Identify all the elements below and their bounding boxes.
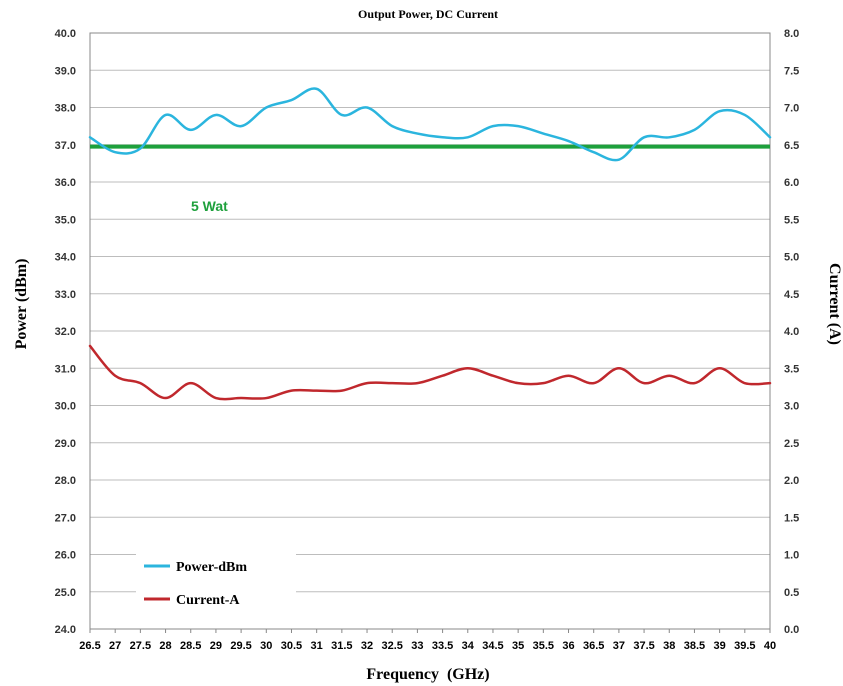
y-right-tick-label: 6.5 xyxy=(784,140,799,152)
x-tick-label: 38.5 xyxy=(684,640,705,652)
x-axis-ticks: 26.5 27 27.5 28 28.5 29 29.5 30 30.5 31 31.5 32 32.5… xyxy=(79,629,776,652)
y-left-tick-label: 25.0 xyxy=(55,587,76,599)
legend-background xyxy=(136,549,296,615)
x-tick-label: 32.5 xyxy=(382,640,403,652)
x-tick-label: 30 xyxy=(260,640,272,652)
left-axis-ticks: 24.0 25.0 26.0 27.0 28.0 29.0 30.0 31.0 32.0 33.0… xyxy=(55,28,76,636)
x-tick-label: 27.5 xyxy=(130,640,151,652)
y-right-tick-label: 3.5 xyxy=(784,363,799,375)
x-axis-label: Frequency (GHz) xyxy=(366,666,489,683)
y-left-tick-label: 39.0 xyxy=(55,65,76,77)
x-tick-label: 34 xyxy=(462,640,475,652)
x-tick-label: 33 xyxy=(411,640,423,652)
x-tick-label: 31.5 xyxy=(331,640,352,652)
y-left-tick-label: 26.0 xyxy=(55,550,76,562)
x-tick-label: 36.5 xyxy=(583,640,604,652)
grid xyxy=(90,32,770,630)
y-right-tick-label: 8.0 xyxy=(784,28,799,40)
series-group xyxy=(88,87,772,401)
x-tick-label: 31 xyxy=(311,640,323,652)
reference-line-group: 5 Wat xyxy=(90,144,770,218)
x-tick-label: 35.5 xyxy=(533,640,554,652)
x-tick-label: 36 xyxy=(562,640,574,652)
x-tick-label: 40 xyxy=(764,640,776,652)
x-tick-label: 34.5 xyxy=(482,640,503,652)
x-tick-label: 33.5 xyxy=(432,640,453,652)
y-right-tick-label: 5.5 xyxy=(784,214,799,226)
y-left-tick-label: 30.0 xyxy=(55,401,76,413)
y-left-tick-label: 36.0 xyxy=(55,177,76,189)
x-tick-label: 37.5 xyxy=(633,640,654,652)
reference-label-background xyxy=(178,193,250,218)
y-left-tick-label: 31.0 xyxy=(55,363,76,375)
x-tick-label: 28 xyxy=(159,640,171,652)
y-left-tick-label: 38.0 xyxy=(55,103,76,115)
y-left-tick-label: 40.0 xyxy=(55,28,76,40)
y-right-tick-label: 1.5 xyxy=(784,512,799,524)
x-tick-label: 30.5 xyxy=(281,640,302,652)
legend: Power-dBm Current-A xyxy=(136,549,296,615)
x-tick-label: 26.5 xyxy=(79,640,100,652)
right-axis-ticks: 0.0 0.5 1.0 1.5 2.0 2.5 3.0 3.5 4.0 4.5 5.0 5.5 6.0 6… xyxy=(784,28,799,636)
y-right-tick-label: 5.0 xyxy=(784,252,799,264)
reference-label: 5 Wat xyxy=(191,198,228,214)
x-tick-label: 39 xyxy=(714,640,726,652)
y-left-tick-label: 37.0 xyxy=(55,140,76,152)
y-right-tick-label: 6.0 xyxy=(784,177,799,189)
x-tick-label: 29.5 xyxy=(230,640,251,652)
x-tick-label: 32 xyxy=(361,640,373,652)
y-right-tick-label: 7.0 xyxy=(784,103,799,115)
y-right-tick-label: 2.0 xyxy=(784,475,799,487)
y-right-tick-label: 3.0 xyxy=(784,401,799,413)
y-left-tick-label: 29.0 xyxy=(55,438,76,450)
y-right-tick-label: 0.5 xyxy=(784,587,799,599)
y-right-tick-label: 1.0 xyxy=(784,550,799,562)
x-tick-label: 37 xyxy=(613,640,625,652)
x-tick-label: 29 xyxy=(210,640,222,652)
legend-label-current: Current-A xyxy=(176,593,240,608)
y-right-tick-label: 7.5 xyxy=(784,65,799,77)
y-right-tick-label: 0.0 xyxy=(784,624,799,636)
series-line-current xyxy=(88,344,772,401)
y-left-tick-label: 33.0 xyxy=(55,289,76,301)
plot-frame xyxy=(89,32,771,630)
y-right-tick-label: 4.0 xyxy=(784,326,799,338)
y-left-tick-label: 32.0 xyxy=(55,326,76,338)
y-left-tick-label: 27.0 xyxy=(55,512,76,524)
series-line-power xyxy=(88,87,772,162)
y-right-tick-label: 2.5 xyxy=(784,438,799,450)
y-left-tick-label: 24.0 xyxy=(55,624,76,636)
chart-title: Output Power, DC Current xyxy=(358,7,498,21)
x-tick-label: 39.5 xyxy=(734,640,755,652)
x-tick-label: 38 xyxy=(663,640,675,652)
y-left-tick-label: 34.0 xyxy=(55,252,76,264)
x-tick-label: 27 xyxy=(109,640,121,652)
y-axis-left-label: Power (dBm) xyxy=(13,259,30,350)
x-tick-label: 28.5 xyxy=(180,640,201,652)
y-left-tick-label: 28.0 xyxy=(55,475,76,487)
y-left-tick-label: 35.0 xyxy=(55,214,76,226)
y-axis-right-label: Current (A) xyxy=(826,263,843,345)
x-tick-label: 35 xyxy=(512,640,524,652)
legend-label-power: Power-dBm xyxy=(176,560,247,575)
y-right-tick-label: 4.5 xyxy=(784,289,799,301)
